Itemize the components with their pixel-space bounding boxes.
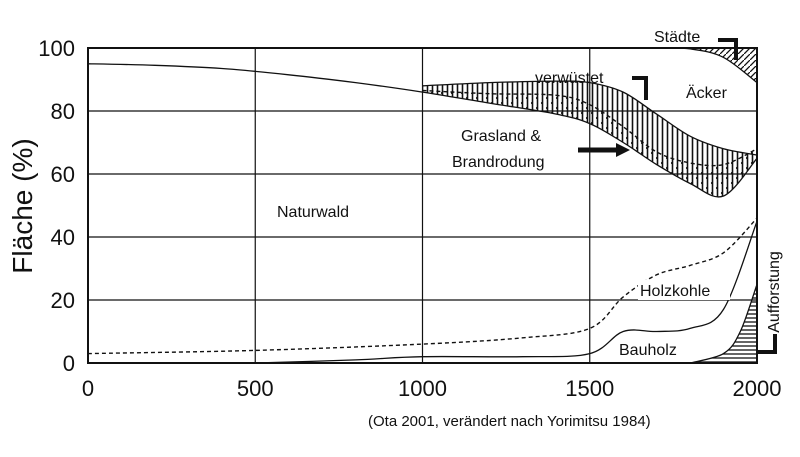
label-staedte: Städte bbox=[654, 29, 700, 46]
y-tick-label: 20 bbox=[51, 288, 75, 313]
y-tick-label: 100 bbox=[38, 36, 75, 61]
line-verwuestet-boundary bbox=[422, 80, 758, 156]
x-tick-label: 500 bbox=[237, 376, 274, 401]
area-grasland bbox=[422, 90, 757, 197]
line-naturwald-boundary bbox=[87, 63, 758, 198]
line-grasland-boundary bbox=[422, 89, 758, 167]
gridlines bbox=[88, 48, 757, 363]
label-holzkohle: Holzkohle bbox=[640, 283, 710, 300]
label-grasland-1: Grasland & bbox=[461, 128, 541, 145]
y-tick-label: 40 bbox=[51, 225, 75, 250]
label-aufforstung: Aufforstung bbox=[766, 251, 783, 333]
label-bauholz: Bauholz bbox=[619, 342, 677, 359]
y-tick-label: 60 bbox=[51, 162, 75, 187]
area-aufforstung bbox=[690, 284, 757, 363]
x-tick-label: 1500 bbox=[565, 376, 614, 401]
source-note: (Ota 2001, verändert nach Yorimitsu 1984… bbox=[368, 413, 651, 430]
arrow-aufforstung bbox=[757, 334, 777, 354]
plot-frame bbox=[87, 47, 758, 364]
line-holzkohle bbox=[87, 217, 758, 355]
x-tick-label: 2000 bbox=[733, 376, 782, 401]
y-tick-label: 80 bbox=[51, 99, 75, 124]
line-bauholz bbox=[255, 221, 758, 364]
arrow-verwuestet bbox=[632, 76, 648, 100]
arrowhead-grasland bbox=[616, 143, 630, 157]
arrow-staedte bbox=[718, 38, 738, 60]
label-grasland-2: Brandrodung bbox=[452, 154, 545, 171]
label-holzkohle-bg bbox=[638, 280, 730, 300]
x-tick-label: 1000 bbox=[398, 376, 447, 401]
line-aufforstung bbox=[689, 284, 758, 364]
x-tick-label: 0 bbox=[82, 376, 94, 401]
y-axis-ticks: 0 20 40 60 80 100 bbox=[38, 36, 75, 376]
label-verwuestet: verwüstet bbox=[535, 70, 604, 87]
y-axis-label: Fläche (%) bbox=[7, 138, 38, 273]
x-axis-ticks: 0 500 1000 1500 2000 bbox=[82, 376, 782, 401]
y-tick-label: 0 bbox=[63, 351, 75, 376]
label-bauholz-bg bbox=[616, 340, 684, 360]
label-naturwald: Naturwald bbox=[277, 204, 349, 221]
label-aecker: Äcker bbox=[686, 84, 728, 102]
area-staedte bbox=[623, 47, 757, 83]
